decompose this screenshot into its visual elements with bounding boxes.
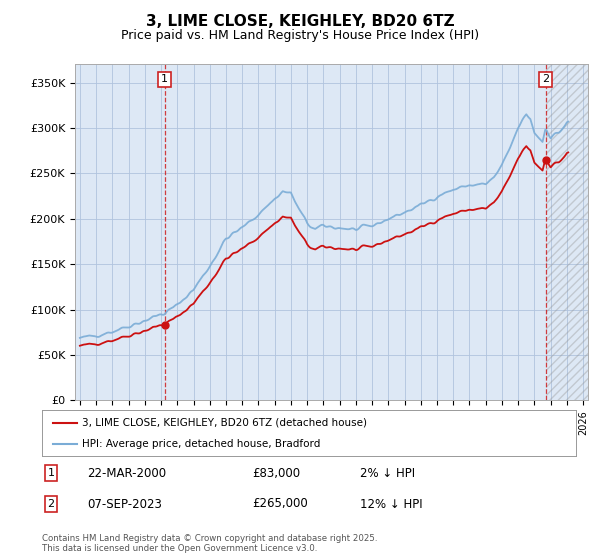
Text: Price paid vs. HM Land Registry's House Price Index (HPI): Price paid vs. HM Land Registry's House …: [121, 29, 479, 42]
Text: 2: 2: [542, 74, 549, 85]
Bar: [545, 64, 588, 400]
Text: 07-SEP-2023: 07-SEP-2023: [87, 497, 162, 511]
Text: 2% ↓ HPI: 2% ↓ HPI: [360, 466, 415, 480]
Text: 3, LIME CLOSE, KEIGHLEY, BD20 6TZ: 3, LIME CLOSE, KEIGHLEY, BD20 6TZ: [146, 14, 454, 29]
Text: 3, LIME CLOSE, KEIGHLEY, BD20 6TZ (detached house): 3, LIME CLOSE, KEIGHLEY, BD20 6TZ (detac…: [82, 418, 367, 428]
Text: 12% ↓ HPI: 12% ↓ HPI: [360, 497, 422, 511]
Text: 1: 1: [161, 74, 168, 85]
Text: 1: 1: [47, 468, 55, 478]
Text: £83,000: £83,000: [252, 466, 300, 480]
Text: Contains HM Land Registry data © Crown copyright and database right 2025.
This d: Contains HM Land Registry data © Crown c…: [42, 534, 377, 553]
Text: HPI: Average price, detached house, Bradford: HPI: Average price, detached house, Brad…: [82, 439, 320, 449]
Text: 2: 2: [47, 499, 55, 509]
Text: £265,000: £265,000: [252, 497, 308, 511]
Bar: [545, 64, 588, 400]
Text: 22-MAR-2000: 22-MAR-2000: [87, 466, 166, 480]
